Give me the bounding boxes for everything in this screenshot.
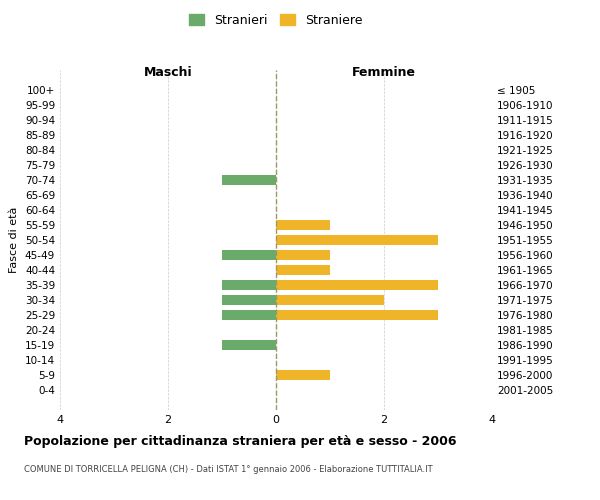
Bar	[276, 250, 330, 260]
Text: Popolazione per cittadinanza straniera per età e sesso - 2006: Popolazione per cittadinanza straniera p…	[24, 435, 457, 448]
Bar	[276, 370, 330, 380]
Y-axis label: Fasce di età: Fasce di età	[10, 207, 19, 273]
Bar	[222, 340, 276, 349]
Bar	[276, 265, 330, 275]
Text: Femmine: Femmine	[352, 66, 416, 79]
Bar	[222, 295, 276, 304]
Legend: Stranieri, Straniere: Stranieri, Straniere	[184, 8, 368, 32]
Bar	[276, 235, 438, 245]
Bar	[276, 280, 438, 290]
Bar	[222, 250, 276, 260]
Bar	[276, 295, 384, 304]
Text: COMUNE DI TORRICELLA PELIGNA (CH) - Dati ISTAT 1° gennaio 2006 - Elaborazione TU: COMUNE DI TORRICELLA PELIGNA (CH) - Dati…	[24, 465, 433, 474]
Bar	[276, 310, 438, 320]
Bar	[276, 220, 330, 230]
Bar	[222, 176, 276, 185]
Text: Maschi: Maschi	[143, 66, 193, 79]
Bar	[222, 280, 276, 290]
Bar	[222, 310, 276, 320]
